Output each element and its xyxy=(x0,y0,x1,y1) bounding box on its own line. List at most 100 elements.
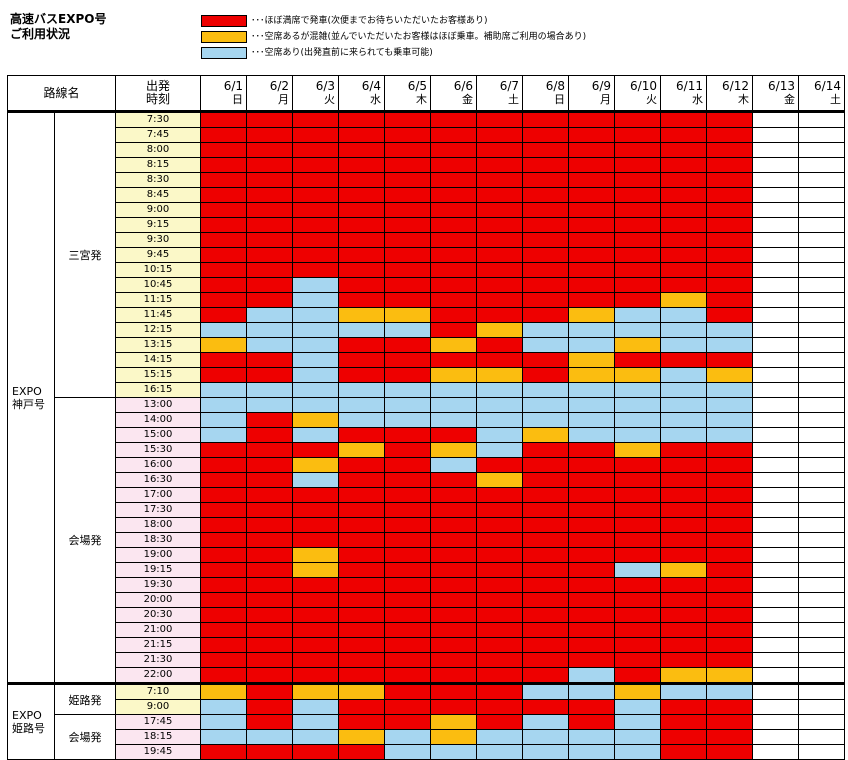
status-cell xyxy=(568,744,615,760)
departure-time-cell: 13:15 xyxy=(115,337,201,353)
date-header: 6/5 木 xyxy=(384,75,431,113)
table-row: 会場発 13:00 xyxy=(8,397,845,684)
status-cell xyxy=(614,592,661,608)
status-cell xyxy=(200,607,247,623)
status-cell xyxy=(798,547,845,563)
status-cell xyxy=(430,367,477,383)
status-cell xyxy=(752,187,799,203)
status-cell xyxy=(706,307,753,323)
status-cell xyxy=(200,157,247,173)
status-cell xyxy=(614,337,661,353)
date-header: 6/4 水 xyxy=(338,75,385,113)
status-cell xyxy=(430,397,477,413)
status-cell xyxy=(476,622,523,638)
status-cell xyxy=(292,292,339,308)
status-cell xyxy=(706,127,753,143)
departure-time-cell: 7:45 xyxy=(115,127,201,143)
status-cell xyxy=(798,517,845,533)
status-cell xyxy=(706,322,753,338)
date-header: 6/11 水 xyxy=(660,75,707,113)
status-cell xyxy=(706,412,753,428)
status-cell xyxy=(798,322,845,338)
status-cell xyxy=(384,714,431,730)
status-cell xyxy=(706,442,753,458)
status-cell xyxy=(430,217,477,233)
status-cell xyxy=(246,487,293,503)
status-cell xyxy=(706,382,753,398)
status-cell xyxy=(292,487,339,503)
status-cell xyxy=(522,592,569,608)
status-cell xyxy=(522,202,569,218)
status-cell xyxy=(200,187,247,203)
status-cell xyxy=(798,277,845,293)
status-cell xyxy=(476,111,523,128)
status-cell xyxy=(614,157,661,173)
departure-time-cell: 9:30 xyxy=(115,232,201,248)
status-cell xyxy=(614,682,661,700)
status-cell xyxy=(568,292,615,308)
status-cell xyxy=(660,292,707,308)
status-cell xyxy=(338,382,385,398)
status-cell xyxy=(568,187,615,203)
status-cell xyxy=(752,699,799,715)
status-cell xyxy=(292,547,339,563)
status-cell xyxy=(752,457,799,473)
status-cell xyxy=(384,472,431,488)
status-cell xyxy=(614,442,661,458)
status-cell xyxy=(476,367,523,383)
table-row: 21:15 xyxy=(8,637,845,653)
departure-time-cell: 9:00 xyxy=(115,699,201,715)
status-cell xyxy=(568,202,615,218)
table-row: 20:00 xyxy=(8,592,845,608)
status-cell xyxy=(568,111,615,128)
legend-label-full: ･･･ほぼ満席で発車(次便までお待ちいただいたお客様あり) xyxy=(251,16,488,26)
status-cell xyxy=(246,427,293,443)
table-row: 10:45 xyxy=(8,277,845,293)
weekday-label: 日 xyxy=(232,93,243,106)
table-row: 8:00 xyxy=(8,142,845,158)
status-cell xyxy=(430,457,477,473)
status-cell xyxy=(292,532,339,548)
status-cell xyxy=(246,622,293,638)
departure-time-cell: 8:45 xyxy=(115,187,201,203)
table-row: 15:15 xyxy=(8,367,845,383)
status-cell xyxy=(752,307,799,323)
departure-time-cell: 21:00 xyxy=(115,622,201,638)
status-cell xyxy=(798,622,845,638)
status-cell xyxy=(430,472,477,488)
status-cell xyxy=(430,187,477,203)
status-cell xyxy=(522,127,569,143)
status-cell xyxy=(798,577,845,593)
status-cell xyxy=(338,367,385,383)
status-cell xyxy=(200,111,247,128)
status-cell xyxy=(384,277,431,293)
status-cell xyxy=(430,592,477,608)
status-cell xyxy=(430,292,477,308)
departure-time-cell: 14:15 xyxy=(115,352,201,368)
status-cell xyxy=(752,337,799,353)
status-cell xyxy=(752,729,799,745)
status-cell xyxy=(200,232,247,248)
status-cell xyxy=(430,142,477,158)
status-cell xyxy=(292,607,339,623)
status-cell xyxy=(338,699,385,715)
status-cell xyxy=(200,517,247,533)
status-cell xyxy=(614,262,661,278)
status-cell xyxy=(568,232,615,248)
weekday-label: 火 xyxy=(646,93,657,106)
status-cell xyxy=(614,699,661,715)
status-cell xyxy=(706,217,753,233)
status-cell xyxy=(798,667,845,684)
status-cell xyxy=(798,111,845,128)
status-cell xyxy=(384,262,431,278)
status-cell xyxy=(752,637,799,653)
status-cell xyxy=(384,457,431,473)
departure-time-cell: 18:30 xyxy=(115,532,201,548)
status-cell xyxy=(292,397,339,413)
status-cell xyxy=(430,637,477,653)
status-cell xyxy=(706,532,753,548)
status-cell xyxy=(798,247,845,263)
status-cell xyxy=(660,187,707,203)
status-cell xyxy=(660,622,707,638)
status-cell xyxy=(246,127,293,143)
